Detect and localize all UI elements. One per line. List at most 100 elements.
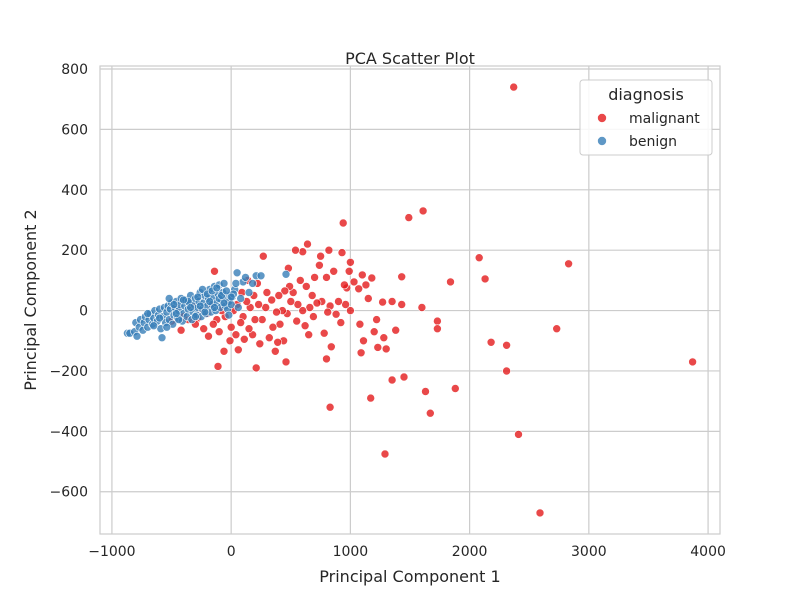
point-malignant — [315, 260, 324, 270]
point-malignant — [552, 324, 562, 334]
y-tick-label: 400 — [61, 183, 88, 199]
point-malignant — [262, 288, 272, 297]
point-benign — [164, 294, 174, 303]
point-malignant — [324, 245, 334, 255]
point-benign — [149, 321, 158, 331]
point-malignant — [474, 253, 484, 263]
point-benign — [212, 283, 222, 293]
point-malignant — [298, 247, 308, 256]
point-malignant — [219, 346, 229, 356]
point-malignant — [309, 312, 318, 321]
point-benign — [169, 300, 179, 309]
point-malignant — [334, 297, 343, 306]
point-malignant — [379, 333, 389, 343]
point-malignant — [319, 328, 329, 338]
point-malignant — [397, 300, 407, 309]
point-malignant — [298, 306, 308, 315]
point-malignant — [280, 286, 290, 296]
ticks: −1000 0 1000 2000 3000 4000 −600 −400 −200 0 200 40… — [50, 62, 726, 560]
point-benign — [191, 312, 200, 321]
point-malignant — [255, 339, 265, 349]
points — [123, 82, 697, 518]
point-malignant — [425, 408, 435, 418]
point-malignant — [322, 354, 331, 364]
point-malignant — [337, 248, 347, 257]
point-malignant — [367, 273, 377, 283]
point-malignant — [381, 344, 391, 354]
grid — [100, 66, 720, 534]
point-malignant — [391, 325, 401, 335]
point-malignant — [535, 508, 545, 518]
point-malignant — [338, 218, 348, 228]
point-malignant — [380, 449, 390, 459]
point-malignant — [356, 348, 366, 358]
point-malignant — [355, 319, 365, 329]
point-malignant — [509, 82, 519, 92]
point-benign — [226, 300, 236, 309]
point-malignant — [514, 430, 523, 439]
x-tick-label: 1000 — [333, 544, 369, 560]
point-malignant — [213, 362, 223, 371]
point-malignant — [199, 324, 208, 334]
point-malignant — [363, 294, 373, 303]
point-malignant — [316, 251, 325, 261]
point-benign — [157, 333, 167, 343]
point-malignant — [251, 363, 261, 373]
point-benign — [234, 303, 243, 312]
point-malignant — [264, 333, 274, 343]
point-malignant — [250, 315, 260, 324]
point-benign — [195, 301, 205, 311]
legend-marker-benign — [597, 136, 607, 146]
point-malignant — [369, 327, 379, 337]
point-benign — [162, 322, 172, 332]
x-tick-label: 0 — [227, 544, 236, 560]
point-malignant — [303, 239, 312, 249]
point-malignant — [378, 297, 387, 307]
point-benign — [219, 279, 229, 288]
point-malignant — [357, 270, 367, 280]
point-malignant — [261, 303, 271, 312]
point-malignant — [450, 384, 460, 393]
point-benign — [241, 273, 250, 282]
point-malignant — [258, 251, 268, 261]
point-malignant — [329, 266, 339, 276]
y-tick-label: −600 — [50, 485, 88, 501]
legend: diagnosis malignant benign — [579, 79, 713, 156]
point-malignant — [397, 272, 407, 282]
y-tick-label: 0 — [79, 304, 88, 320]
point-benign — [200, 307, 210, 317]
point-malignant — [209, 319, 218, 329]
point-benign — [281, 269, 291, 279]
point-benign — [143, 309, 152, 318]
point-malignant — [354, 284, 364, 294]
point-malignant — [226, 322, 236, 332]
point-benign — [231, 279, 241, 288]
point-malignant — [234, 345, 243, 355]
point-malignant — [349, 277, 359, 287]
point-benign — [219, 298, 229, 308]
point-malignant — [292, 316, 302, 326]
point-malignant — [387, 297, 397, 306]
point-benign — [224, 310, 234, 320]
point-malignant — [417, 303, 427, 312]
point-malignant — [688, 357, 697, 367]
point-malignant — [305, 303, 315, 312]
point-malignant — [286, 297, 296, 306]
chart-title: PCA Scatter Plot — [345, 49, 475, 68]
point-malignant — [564, 259, 573, 269]
y-tick-label: −400 — [50, 424, 88, 440]
point-malignant — [323, 307, 333, 317]
point-benign — [179, 295, 188, 305]
point-benign — [222, 286, 231, 296]
point-benign — [248, 279, 257, 288]
point-malignant — [231, 330, 241, 340]
legend-label-malignant: malignant — [629, 111, 700, 127]
point-malignant — [336, 318, 346, 327]
point-benign — [236, 294, 245, 303]
point-malignant — [273, 337, 283, 347]
point-malignant — [399, 372, 409, 382]
point-malignant — [254, 300, 263, 309]
point-malignant — [331, 309, 341, 319]
point-malignant — [418, 206, 428, 216]
point-malignant — [293, 300, 303, 309]
